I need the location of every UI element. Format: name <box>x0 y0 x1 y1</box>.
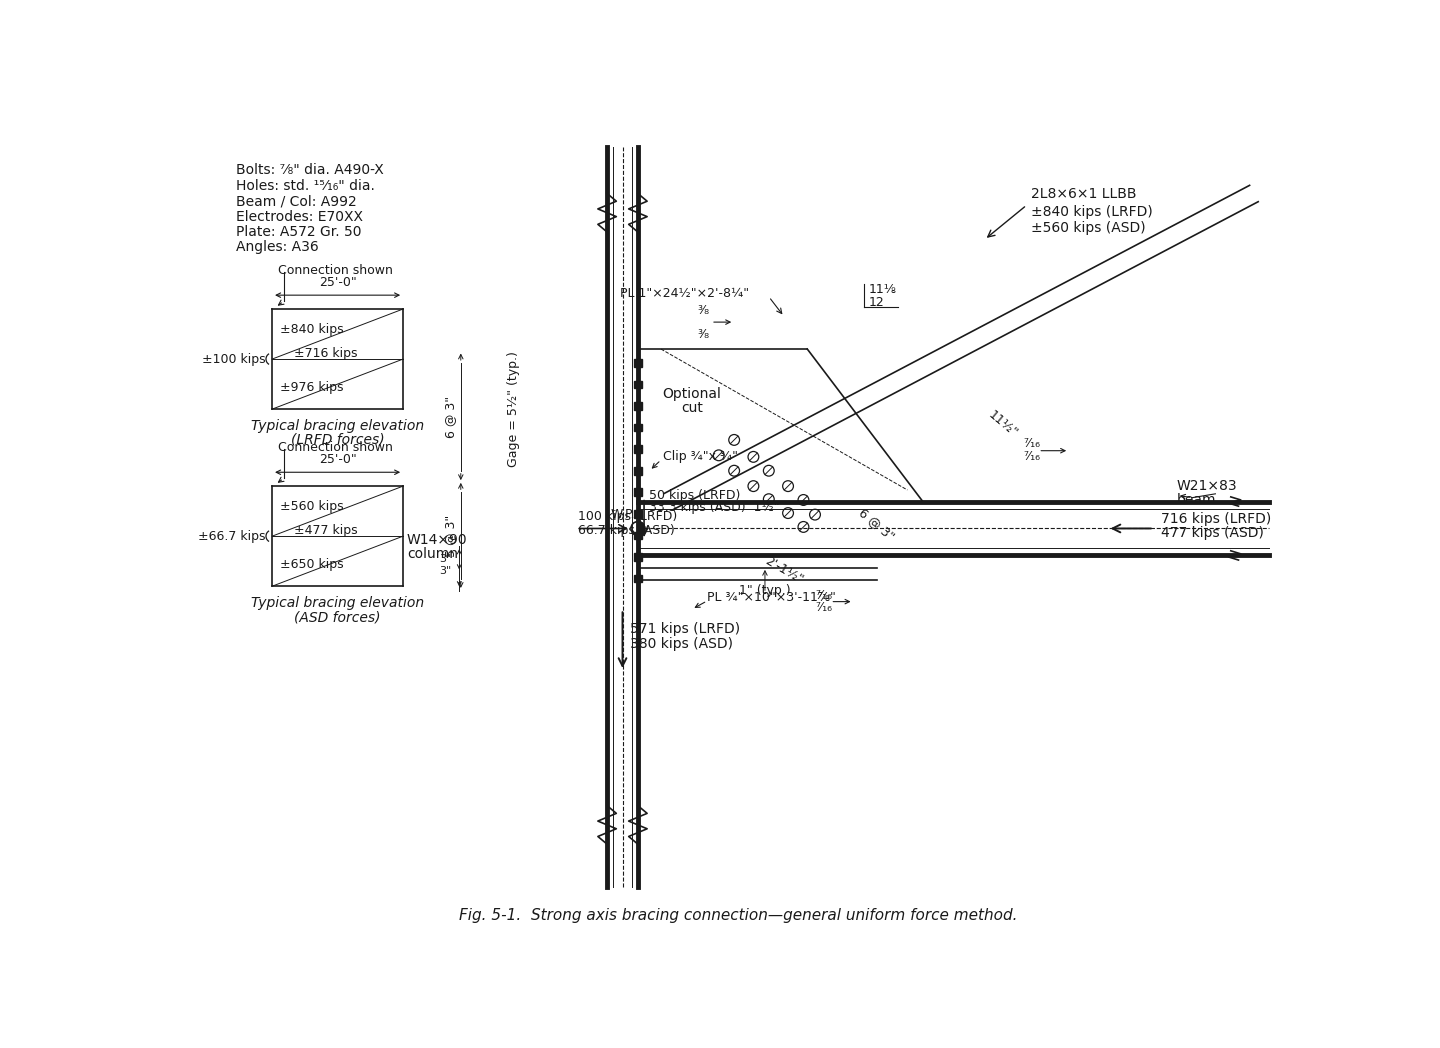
Text: Optional: Optional <box>662 387 721 400</box>
Text: Clip ¾"x ¾": Clip ¾"x ¾" <box>662 451 737 463</box>
Text: ±716 kips: ±716 kips <box>294 347 357 361</box>
Bar <box>634 553 642 561</box>
Bar <box>634 402 642 410</box>
Text: ⁷⁄₁₆: ⁷⁄₁₆ <box>1022 451 1040 463</box>
Text: 50 kips (LRFD): 50 kips (LRFD) <box>648 488 740 502</box>
Bar <box>634 423 642 432</box>
Text: 6 @ 3": 6 @ 3" <box>444 396 456 438</box>
Text: ±840 kips: ±840 kips <box>279 323 344 336</box>
Text: Connection shown: Connection shown <box>278 264 393 277</box>
Text: 6 @ 3": 6 @ 3" <box>857 506 897 543</box>
Text: ±66.7 kips: ±66.7 kips <box>199 529 266 543</box>
Text: beam: beam <box>1176 493 1217 507</box>
Text: PL ¾"×10"×3'-11⅞": PL ¾"×10"×3'-11⅞" <box>707 591 837 605</box>
Text: 716 kips (LRFD): 716 kips (LRFD) <box>1162 512 1272 526</box>
Text: Angles: A36: Angles: A36 <box>236 240 318 255</box>
Bar <box>634 445 642 453</box>
Text: W21×83: W21×83 <box>1176 479 1237 494</box>
Wedge shape <box>638 522 645 536</box>
Text: Fig. 5-1.  Strong axis bracing connection—general uniform force method.: Fig. 5-1. Strong axis bracing connection… <box>459 909 1017 923</box>
Text: 66.7 kips (ASD): 66.7 kips (ASD) <box>577 524 674 537</box>
Text: W14×90: W14×90 <box>408 533 468 547</box>
Text: 5 @ 3": 5 @ 3" <box>444 515 456 556</box>
Text: 11⅛: 11⅛ <box>868 283 897 297</box>
Text: 380 kips (ASD): 380 kips (ASD) <box>631 637 733 651</box>
Text: W.P.: W.P. <box>611 508 635 521</box>
Text: 12: 12 <box>868 297 884 309</box>
Text: Holes: std. ¹⁵⁄₁₆" dia.: Holes: std. ¹⁵⁄₁₆" dia. <box>236 179 374 193</box>
Text: 11½": 11½" <box>986 409 1021 440</box>
Bar <box>634 574 642 583</box>
Text: ⁷⁄₁₆: ⁷⁄₁₆ <box>815 601 832 613</box>
Text: Bolts: ⁷⁄₈" dia. A490-X: Bolts: ⁷⁄₈" dia. A490-X <box>236 163 383 177</box>
Bar <box>634 531 642 540</box>
Text: Typical bracing elevation: Typical bracing elevation <box>251 419 425 433</box>
Text: 100 kips (LRFD): 100 kips (LRFD) <box>577 510 677 523</box>
Bar <box>634 380 642 389</box>
Text: ±100 kips: ±100 kips <box>203 352 266 366</box>
Text: (LRFD forces): (LRFD forces) <box>291 433 384 446</box>
Text: 571 kips (LRFD): 571 kips (LRFD) <box>631 621 740 635</box>
Text: ±560 kips: ±560 kips <box>279 500 344 514</box>
Text: ⁷⁄₁₆: ⁷⁄₁₆ <box>1022 437 1040 451</box>
Bar <box>634 510 642 518</box>
Text: Plate: A572 Gr. 50: Plate: A572 Gr. 50 <box>236 225 361 239</box>
Text: 1" (typ.): 1" (typ.) <box>739 584 791 596</box>
Text: Electrodes: E70XX: Electrodes: E70XX <box>236 210 363 223</box>
Text: Gage = 5½" (typ.): Gage = 5½" (typ.) <box>507 351 520 467</box>
Text: 477 kips (ASD): 477 kips (ASD) <box>1162 526 1264 540</box>
Text: ±560 kips (ASD): ±560 kips (ASD) <box>1031 221 1145 235</box>
Text: 33.3 kips (ASD)  1½": 33.3 kips (ASD) 1½" <box>648 501 779 515</box>
Text: 3": 3" <box>439 553 452 564</box>
Bar <box>634 359 642 367</box>
Text: ³⁄₈: ³⁄₈ <box>697 327 710 341</box>
Text: ±650 kips: ±650 kips <box>279 558 344 571</box>
Text: Connection shown: Connection shown <box>278 441 393 454</box>
Text: column: column <box>408 547 458 561</box>
Text: (ASD forces): (ASD forces) <box>294 610 380 624</box>
Text: Beam / Col: A992: Beam / Col: A992 <box>236 194 357 209</box>
Text: PL 1"×24½"×2'-8¼": PL 1"×24½"×2'-8¼" <box>619 287 749 300</box>
Text: ±477 kips: ±477 kips <box>294 524 357 538</box>
Text: ±976 kips: ±976 kips <box>279 380 343 394</box>
Text: 25'-0": 25'-0" <box>318 276 357 289</box>
Text: 2L8×6×1 LLBB: 2L8×6×1 LLBB <box>1031 187 1136 200</box>
Text: 3": 3" <box>439 566 452 575</box>
Text: ⁷⁄₁₆: ⁷⁄₁₆ <box>815 589 832 602</box>
Text: 25'-0": 25'-0" <box>318 453 357 466</box>
Bar <box>634 488 642 496</box>
Bar <box>634 466 642 475</box>
Text: cut: cut <box>681 400 703 415</box>
Text: 2'-1½": 2'-1½" <box>763 554 805 587</box>
Text: Typical bracing elevation: Typical bracing elevation <box>251 596 425 610</box>
Text: ³⁄₈: ³⁄₈ <box>697 304 710 316</box>
Text: ±840 kips (LRFD): ±840 kips (LRFD) <box>1031 205 1152 219</box>
